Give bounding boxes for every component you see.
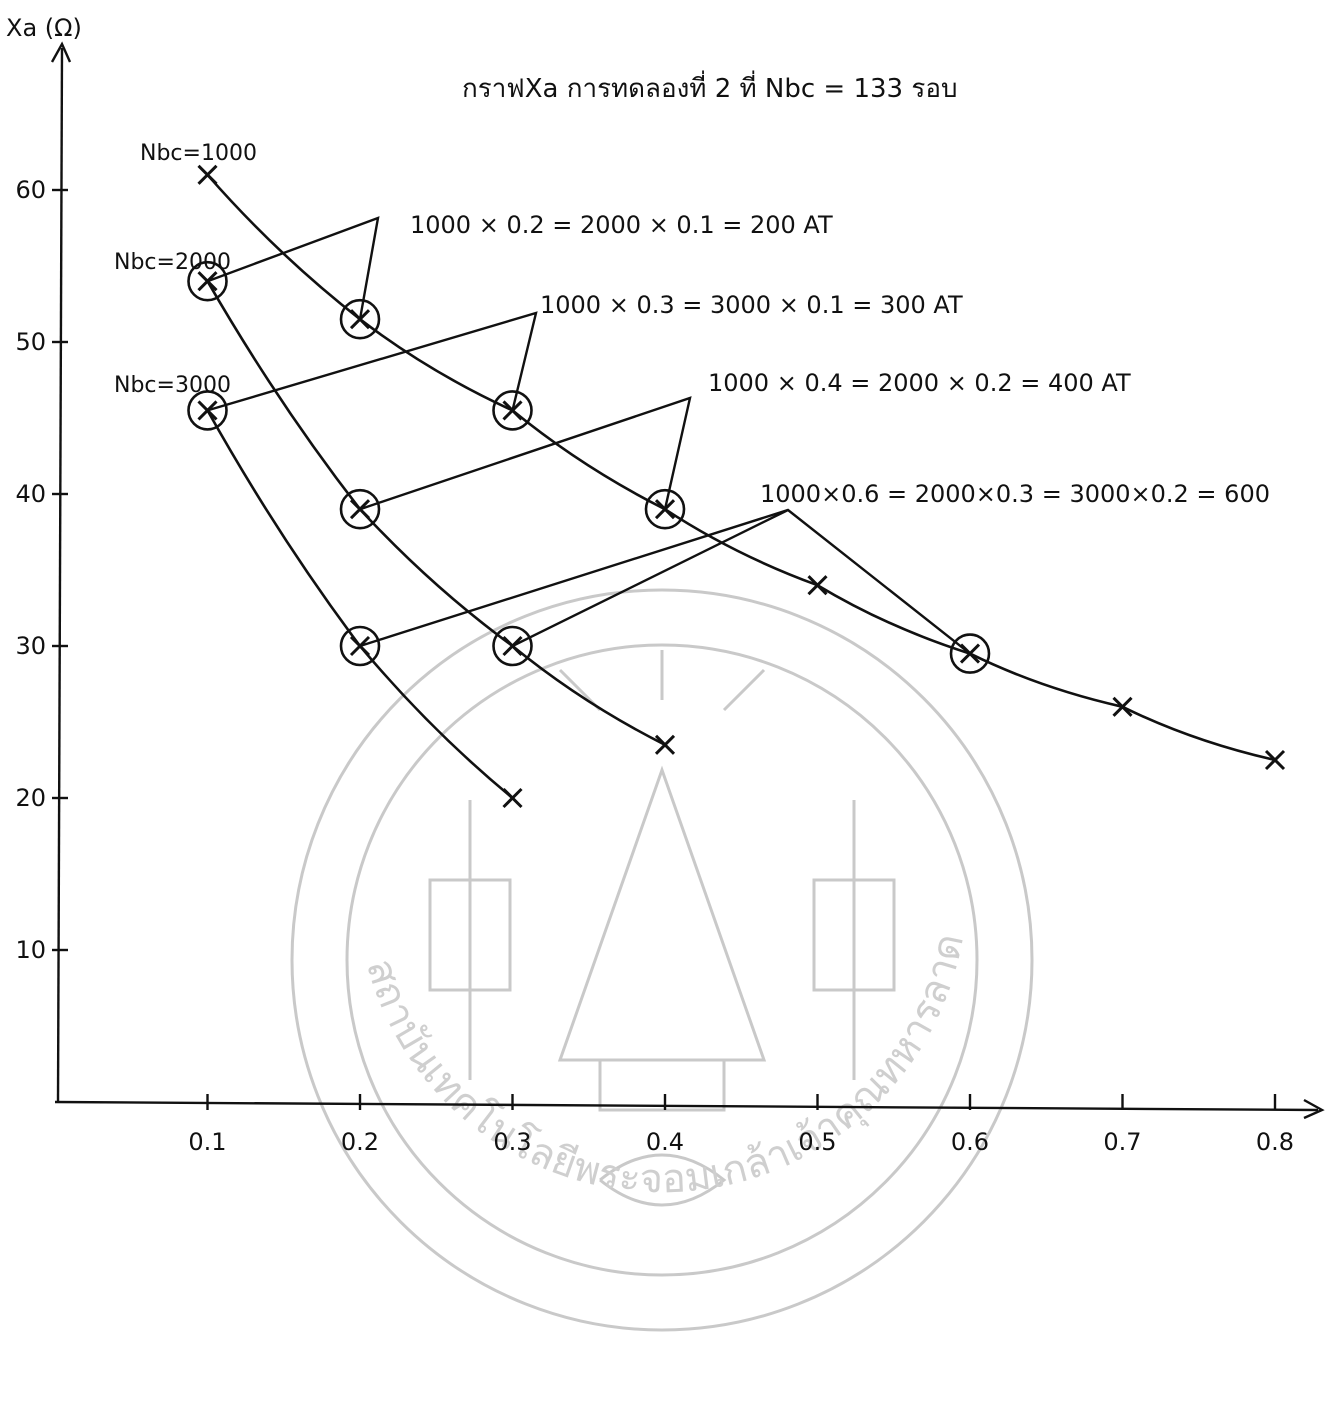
x-tick-label: 0.8 (1256, 1128, 1294, 1156)
circled-point (339, 488, 381, 530)
chart-title: กราฟXa การทดลองที่ 2 ที่ Nbc = 133 รอบ (462, 70, 957, 104)
circled-point (339, 625, 381, 667)
annotation-text: 1000 × 0.3 = 3000 × 0.1 = 300 AT (540, 291, 963, 319)
data-point-mark (349, 635, 371, 657)
y-tick-label: 20 (15, 784, 46, 812)
x-tick-label: 0.6 (951, 1128, 989, 1156)
data-point-mark (807, 575, 828, 596)
series-line (206, 280, 666, 746)
data-point-mark (959, 643, 981, 664)
data-point-mark (197, 400, 218, 421)
y-tick-label: 40 (15, 480, 46, 508)
watermark-text: สถาบันเทคโนโลยีพระจอมเกล้าเจ้าคุณทหารลาด… (0, 0, 973, 1203)
annotations: 1000 × 0.2 = 2000 × 0.1 = 200 AT 1000 × 0… (410, 211, 1270, 508)
data-point-mark (349, 309, 371, 330)
circled-point (644, 488, 686, 530)
x-tick-label: 0.2 (341, 1128, 379, 1156)
series-group (187, 164, 1286, 809)
data-point-mark (1112, 696, 1133, 717)
watermark-seal (290, 588, 1034, 1332)
data-point-mark (349, 499, 371, 520)
data-point-mark (502, 400, 523, 421)
axes (50, 41, 1325, 1120)
y-tick-label: 30 (15, 632, 46, 660)
annotation-leader (359, 396, 692, 511)
annotation-leader (207, 216, 380, 320)
circled-point (949, 633, 991, 674)
circled-point (339, 298, 381, 340)
x-axis-arrow (1303, 1098, 1325, 1120)
data-point-mark (654, 499, 676, 520)
x-axis (54, 1100, 1319, 1112)
x-tick-label: 0.4 (646, 1128, 684, 1156)
x-tick-label: 0.1 (188, 1128, 226, 1156)
series-line (206, 409, 514, 800)
data-point-mark (654, 734, 676, 755)
circled-point (187, 260, 228, 302)
y-axis (56, 47, 64, 1103)
data-point-mark (1264, 749, 1286, 771)
annotation-text: 1000 × 0.4 = 2000 × 0.2 = 400 AT (708, 369, 1131, 397)
watermark-lettering: สถาบันเทคโนโลยีพระจอมเกล้าเจ้าคุณทหารลาด… (0, 0, 973, 1203)
y-tick-label: 60 (15, 176, 46, 204)
y-axis-arrow (50, 41, 72, 63)
svg-text:สถาบันเทคโนโลยีพระจอมเกล้าเจ้า: สถาบันเทคโนโลยีพระจอมเกล้าเจ้าคุณทหารลาด… (0, 0, 973, 1203)
annotation-text: 1000 × 0.2 = 2000 × 0.1 = 200 AT (410, 211, 833, 239)
circled-point (492, 625, 533, 667)
annotation-leaders (207, 216, 971, 655)
annotation-leader (207, 311, 538, 412)
data-point-mark (197, 164, 218, 185)
series-label: Nbc=1000 (140, 141, 257, 166)
y-tick-label: 50 (15, 328, 46, 356)
data-point-mark (502, 635, 523, 657)
x-tick-label: 0.5 (798, 1128, 836, 1156)
annotation-leader (511, 508, 789, 648)
annotation-text: 1000×0.6 = 2000×0.3 = 3000×0.2 = 600 (760, 480, 1270, 508)
circled-point (187, 390, 228, 431)
data-point-mark (502, 787, 523, 809)
y-tick-label: 10 (15, 936, 46, 964)
x-tick-label: 0.3 (493, 1128, 531, 1156)
x-tick-label: 0.7 (1103, 1128, 1141, 1156)
series-label: Nbc=2000 (114, 250, 231, 275)
series-line (206, 173, 1276, 762)
series-label: Nbc=3000 (114, 373, 231, 398)
y-ticks: 10 20 30 40 50 60 (15, 176, 68, 964)
y-axis-label: Xa (Ω) (6, 14, 82, 42)
annotation-leader (359, 508, 971, 655)
data-point-mark (197, 271, 218, 292)
circled-point (492, 390, 533, 431)
x-ticks: 0.1 0.2 0.3 0.4 0.5 0.6 0.7 0.8 (188, 1094, 1294, 1156)
series-labels: Nbc=1000 Nbc=2000 Nbc=3000 (114, 141, 257, 398)
